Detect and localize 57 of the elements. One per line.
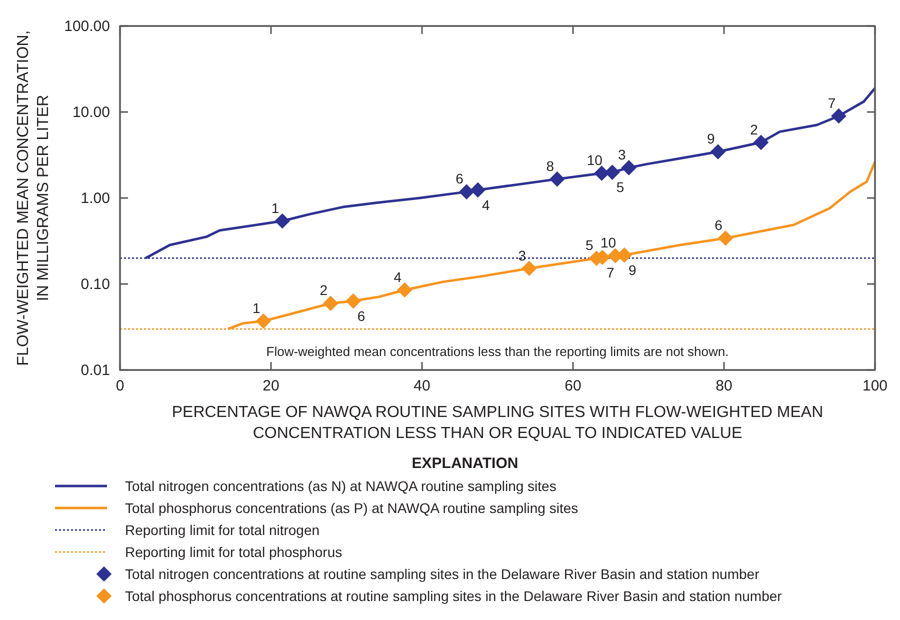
legend-label: Total phosphorus concentrations (as P) at NAWQA routine sampling sites	[125, 500, 578, 516]
annotation: 10	[586, 152, 603, 168]
annotation: 6	[714, 217, 723, 234]
point	[522, 260, 537, 276]
annotation: 7	[606, 264, 615, 280]
x-axis-title: PERCENTAGE OF NAWQA ROUTINE SAMPLING SITES WITH FLOW-WEIGHTED MEAN CONCENTRATION LESS THAN OR EQUAL TO INDICATED VALUE	[172, 404, 824, 442]
annotation: 1	[252, 300, 261, 316]
y-tick-label: 100.00	[64, 18, 110, 35]
legend-label: Total phosphorus concentrations at routine sampling sites in the Delaware River Basin and station number	[125, 588, 782, 604]
legend-title: EXPLANATION	[412, 455, 518, 472]
point	[396, 282, 412, 298]
legend-label: Reporting limit for total nitrogen	[125, 522, 320, 538]
y-tick-label: 1.00	[80, 190, 110, 207]
legend-label: Total nitrogen concentrations (as N) at NAWQA routine sampling sites	[125, 478, 556, 494]
point	[458, 184, 474, 200]
x-tick-label: 80	[716, 378, 732, 395]
x-tick-label: 20	[262, 378, 280, 395]
annotation: 5	[586, 237, 594, 254]
point	[753, 134, 769, 150]
annotation: 6	[456, 170, 464, 187]
point	[621, 160, 637, 176]
y-axis-title: FLOW-WEIGHTED MEAN CONCENTRATION, IN MILLIGRAMS PER LITER	[15, 30, 52, 366]
point	[274, 213, 290, 229]
annotation: 10	[600, 234, 616, 251]
annotation: Flow-weighted mean concentrations less than the reporting limits are not shown.	[266, 344, 729, 359]
point	[604, 164, 620, 180]
annotation: 4	[482, 196, 490, 213]
y-tick-label: 0.10	[80, 276, 110, 293]
point	[594, 166, 610, 181]
point	[710, 144, 726, 160]
point	[470, 182, 486, 198]
point	[322, 296, 338, 311]
y-tick-label: 0.01	[80, 362, 110, 379]
annotation: 5	[616, 179, 624, 196]
point	[831, 108, 846, 124]
point	[256, 313, 272, 329]
annotation: 9	[628, 262, 636, 278]
annotation: 2	[320, 282, 328, 298]
annotation: 6	[357, 308, 366, 324]
annotation: 9	[707, 130, 716, 147]
annotation: 7	[828, 94, 836, 111]
annotation: 2	[750, 121, 758, 138]
annotation: 3	[518, 247, 526, 264]
x-tick-label: 100	[862, 378, 888, 395]
annotation: 8	[546, 158, 554, 174]
x-tick-label: 0	[116, 378, 124, 395]
annotation: 4	[394, 268, 402, 285]
y-tick-label: 10.00	[72, 104, 110, 121]
annotation: 1	[271, 200, 280, 216]
annotation: 3	[618, 146, 626, 163]
x-tick-label: 40	[414, 378, 430, 395]
point	[346, 293, 361, 309]
legend-label: Total nitrogen concentrations at routine sampling sites in the Delaware River Basin and station number	[125, 566, 760, 582]
legend-label: Reporting limit for total phosphorus	[125, 544, 342, 560]
point	[718, 230, 734, 246]
point	[549, 171, 565, 187]
x-tick-label: 60	[564, 378, 582, 395]
